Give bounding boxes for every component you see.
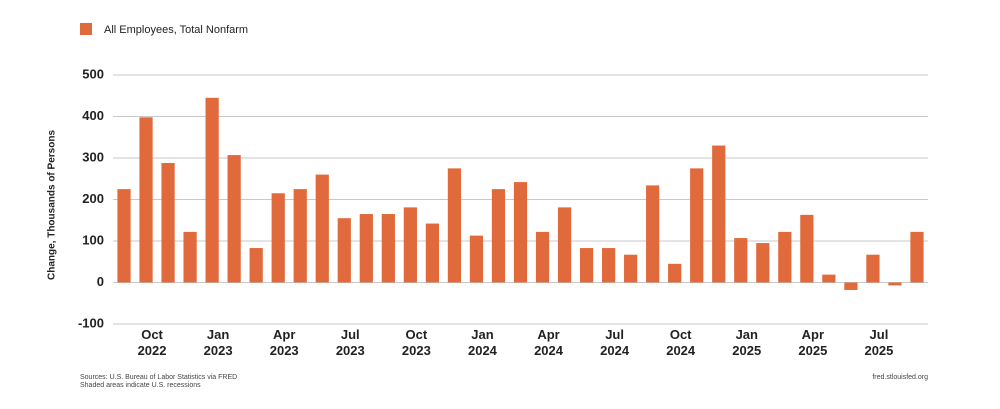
bar <box>535 231 550 283</box>
note: Shaded areas indicate U.S. recessions <box>80 382 201 389</box>
bar <box>800 214 814 283</box>
bar <box>888 282 902 286</box>
credit: fred.stlouisfed.org <box>872 374 928 381</box>
y-tick-label: 0 <box>97 274 104 289</box>
y-tick-label: 300 <box>82 149 104 164</box>
bar <box>403 207 417 283</box>
bar <box>822 274 836 283</box>
bar <box>161 162 175 283</box>
bar <box>359 214 373 283</box>
bar <box>183 231 197 283</box>
bar <box>602 248 616 283</box>
x-tick-label: Oct 2022 <box>138 327 167 358</box>
source: Sources: U.S. Bureau of Labor Statistics… <box>80 374 237 381</box>
bar <box>778 231 792 283</box>
bar <box>205 97 219 283</box>
bar <box>513 182 528 283</box>
bar <box>117 189 131 283</box>
x-tick-label: Oct 2023 <box>402 327 431 358</box>
bar <box>249 248 263 283</box>
bar <box>139 117 153 283</box>
y-tick-label: 400 <box>82 108 104 123</box>
x-tick-label: Jan 2025 <box>732 327 761 358</box>
bar <box>690 168 704 283</box>
bar <box>712 145 726 283</box>
x-tick-label: Jul 2023 <box>336 327 365 358</box>
bar <box>337 218 351 283</box>
bar <box>557 207 572 283</box>
x-tick-label: Jul 2024 <box>600 327 630 358</box>
bar <box>271 193 285 283</box>
bar <box>381 214 395 283</box>
x-tick-label: Apr 2025 <box>798 327 827 358</box>
x-tick-label: Oct 2024 <box>666 327 696 358</box>
y-tick-label: 100 <box>82 232 104 247</box>
y-tick-label: 500 <box>82 66 104 81</box>
bar <box>425 223 439 283</box>
bar <box>293 189 307 283</box>
bar <box>315 174 329 283</box>
legend-label: All Employees, Total Nonfarm <box>104 24 248 36</box>
x-tick-label: Jan 2023 <box>204 327 233 358</box>
bar <box>844 282 858 290</box>
bar <box>447 168 462 283</box>
legend-swatch <box>80 23 92 35</box>
y-axis-label: Change, Thousands of Persons <box>47 130 58 280</box>
bar <box>646 185 660 283</box>
x-tick-label: Apr 2024 <box>534 327 564 358</box>
x-tick-label: Jul 2025 <box>864 327 893 358</box>
y-tick-label: -100 <box>78 315 104 330</box>
x-tick-label: Apr 2023 <box>270 327 299 358</box>
y-tick-label: 200 <box>82 191 104 206</box>
bar <box>756 243 770 283</box>
bar <box>227 155 241 283</box>
bar <box>866 254 880 283</box>
bar <box>734 238 748 283</box>
bar <box>910 231 924 283</box>
bar <box>469 235 484 283</box>
bar <box>624 254 638 283</box>
bar <box>491 189 506 283</box>
x-tick-label: Jan 2024 <box>468 327 498 358</box>
bar <box>579 248 594 283</box>
bar <box>668 263 682 283</box>
